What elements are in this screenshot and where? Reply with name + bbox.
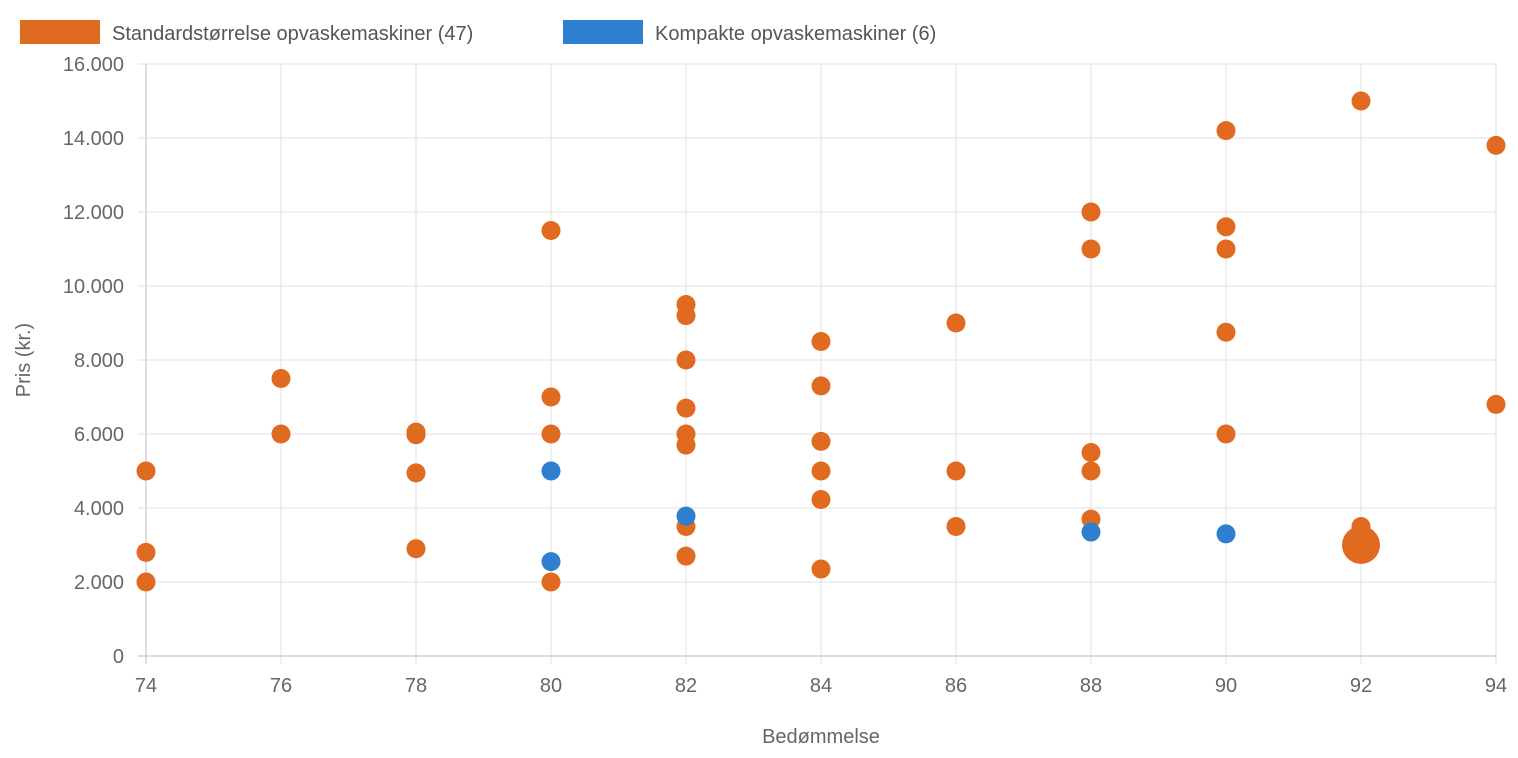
data-point-compact[interactable] [676,506,696,526]
data-point-standard[interactable] [676,435,696,455]
x-tick-label: 80 [540,675,562,697]
x-tick-label: 78 [405,675,427,697]
y-tick-label: 12.000 [63,202,124,224]
data-point-standard[interactable] [406,539,426,559]
legend-label-compact[interactable]: Kompakte opvaskemaskiner (6) [655,23,936,45]
data-point-standard[interactable] [271,369,291,388]
data-point-standard[interactable] [811,559,831,579]
data-point-compact[interactable] [541,552,561,572]
x-tick-label: 74 [135,675,157,697]
data-point-standard[interactable] [1216,239,1236,259]
y-tick-label: 16.000 [63,54,124,76]
data-point-standard[interactable] [1351,91,1371,111]
data-point-standard[interactable] [1486,394,1506,414]
data-point-standard[interactable] [1081,202,1101,222]
data-point-standard[interactable] [406,425,426,445]
x-tick-label: 86 [945,675,967,697]
data-point-standard[interactable] [1216,217,1236,237]
data-point-standard[interactable] [946,461,966,481]
data-point-standard[interactable] [1081,239,1101,259]
data-point-standard[interactable] [1216,121,1236,141]
data-point-standard[interactable] [811,489,831,509]
data-point-standard[interactable] [541,387,561,407]
legend: Standardstørrelse opvaskemaskiner (47) K… [20,20,936,45]
x-tick-label: 94 [1485,675,1507,697]
data-point-standard[interactable] [1342,526,1380,564]
x-tick-label: 82 [675,675,697,697]
data-point-standard[interactable] [1081,461,1101,481]
data-point-standard[interactable] [136,542,156,562]
data-point-standard[interactable] [541,221,561,240]
x-tick-label: 90 [1215,675,1237,697]
data-point-standard[interactable] [1081,443,1101,462]
y-axis-title: Pris (kr.) [13,323,35,397]
y-tick-label: 14.000 [63,128,124,150]
x-tick-label: 92 [1350,675,1372,697]
data-points [136,91,1506,592]
data-point-standard[interactable] [541,572,561,592]
x-tick-label: 84 [810,675,832,697]
data-point-compact[interactable] [1081,522,1101,542]
data-point-standard[interactable] [541,424,561,444]
data-point-standard[interactable] [811,431,831,451]
y-tick-label: 10.000 [63,276,124,298]
data-point-standard[interactable] [811,461,831,481]
data-point-standard[interactable] [676,350,696,370]
data-point-standard[interactable] [676,306,696,326]
y-tick-label: 2.000 [74,572,124,594]
data-point-standard[interactable] [1486,135,1506,155]
x-axis-title: Bedømmelse [762,726,880,748]
axes: 74 76 78 80 82 84 86 88 90 92 94 0 2.000 4.000 6.000 8.… [63,54,1507,697]
x-tick-label: 88 [1080,675,1102,697]
data-point-standard[interactable] [811,332,831,351]
data-point-standard[interactable] [676,398,696,418]
y-tick-label: 8.000 [74,350,124,372]
data-point-standard[interactable] [136,461,156,481]
data-point-standard[interactable] [811,376,831,396]
legend-swatch-standard[interactable] [20,20,100,44]
data-point-compact[interactable] [541,461,561,481]
legend-label-standard[interactable]: Standardstørrelse opvaskemaskiner (47) [112,23,473,45]
data-point-compact[interactable] [1216,524,1236,544]
y-tick-label: 0 [113,646,124,668]
data-point-standard[interactable] [136,572,156,592]
data-point-standard[interactable] [1216,322,1236,342]
x-tick-label: 76 [270,675,292,697]
data-point-standard[interactable] [676,546,696,566]
data-point-standard[interactable] [406,463,426,483]
legend-swatch-compact[interactable] [563,20,643,44]
y-tick-label: 6.000 [74,424,124,446]
data-point-standard[interactable] [946,517,966,536]
data-point-standard[interactable] [271,424,291,444]
data-point-standard[interactable] [946,313,966,333]
data-point-standard[interactable] [1216,424,1236,444]
y-tick-label: 4.000 [74,498,124,520]
